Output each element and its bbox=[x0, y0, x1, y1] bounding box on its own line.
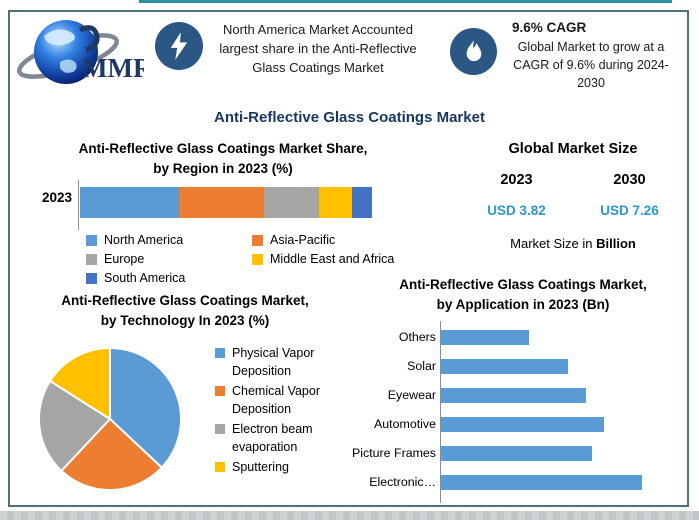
pie-slice-chemical-vapor-deposition bbox=[59, 417, 164, 491]
application-label-solar: Solar bbox=[407, 359, 436, 373]
technology-pie bbox=[38, 346, 182, 491]
application-row-eyewear: Eyewear bbox=[352, 381, 688, 410]
legend-swatch-asia-pacific bbox=[252, 235, 263, 246]
market-size-note: Market Size in Billion bbox=[460, 236, 686, 251]
bottom-shadow-strip bbox=[0, 511, 699, 520]
legend-label-chemical-vapor-deposition: Chemical Vapor Deposition bbox=[232, 384, 321, 416]
legend-item-chemical-vapor-deposition: Chemical Vapor Deposition bbox=[215, 382, 355, 418]
legend-item-north-america: North America bbox=[86, 231, 250, 250]
top-teal-line bbox=[139, 0, 672, 3]
legend-item-south-america: South America bbox=[86, 269, 250, 288]
application-label-others: Others bbox=[398, 330, 436, 344]
pie-slice-physical-vapor-deposition bbox=[109, 346, 182, 470]
technology-chart-title: Anti-Reflective Glass Coatings Market, b… bbox=[18, 291, 352, 330]
legend-swatch-middle-east-and-africa bbox=[252, 254, 263, 265]
region-chart-title: Anti-Reflective Glass Coatings Market Sh… bbox=[28, 139, 418, 178]
legend-swatch-physical-vapor-deposition bbox=[215, 348, 225, 358]
region-chart-category-label: 2023 bbox=[41, 190, 72, 205]
application-chart-title-line1: Anti-Reflective Glass Coatings Market, bbox=[399, 277, 647, 292]
legend-item-europe: Europe bbox=[86, 250, 250, 269]
technology-chart-title-line1: Anti-Reflective Glass Coatings Market, bbox=[61, 293, 309, 308]
application-bar-eyewear bbox=[441, 388, 586, 403]
banner1-text: North America Market Accounted largest s… bbox=[219, 22, 417, 75]
application-chart-title-line2: by Application in 2023 (Bn) bbox=[436, 296, 610, 312]
legend-label-north-america: North America bbox=[104, 233, 184, 247]
application-row-electronic: Electronic… bbox=[352, 468, 688, 497]
legend-item-physical-vapor-deposition: Physical Vapor Deposition bbox=[215, 344, 355, 380]
bar-segment-middle-east-and-africa bbox=[319, 187, 352, 218]
application-row-solar: Solar bbox=[352, 352, 688, 381]
page-title: Anti-Reflective Glass Coatings Market bbox=[214, 109, 485, 126]
mmr-logo: MMR bbox=[16, 12, 153, 92]
legend-swatch-south-america bbox=[86, 273, 97, 284]
bar-segment-north-america bbox=[80, 187, 180, 218]
application-bar-electronic bbox=[441, 475, 642, 490]
market-size-year-2023: 2023 bbox=[500, 172, 533, 188]
region-stacked-bar bbox=[80, 187, 372, 218]
application-bar-others bbox=[441, 330, 529, 345]
legend-label-europe: Europe bbox=[104, 252, 145, 266]
legend-swatch-sputtering bbox=[215, 462, 225, 472]
application-chart-title: Anti-Reflective Glass Coatings Market, b… bbox=[357, 275, 689, 314]
application-row-picture-frames: Picture Frames bbox=[352, 439, 688, 468]
application-chart-axis bbox=[440, 321, 441, 503]
market-size-years: 2023 2030 bbox=[460, 172, 686, 188]
pie-slice-sputtering bbox=[48, 346, 111, 421]
cagr-headline: 9.6% CAGR bbox=[512, 20, 587, 35]
application-row-others: Others bbox=[352, 323, 688, 352]
bar-segment-europe bbox=[263, 187, 320, 218]
lightning-icon bbox=[155, 22, 203, 70]
cagr-text: Global Market to grow at a CAGR of 9.6% … bbox=[513, 40, 669, 90]
application-label-eyewear: Eyewear bbox=[387, 388, 436, 402]
legend-swatch-north-america bbox=[86, 235, 97, 246]
market-size-value-2030: USD 7.26 bbox=[600, 203, 659, 218]
region-chart-axis bbox=[78, 180, 79, 230]
technology-chart-title-line2: by Technology In 2023 (%) bbox=[100, 312, 270, 328]
legend-label-south-america: South America bbox=[104, 271, 186, 285]
region-chart-title-line2: by Region in 2023 (%) bbox=[153, 160, 293, 176]
technology-legend: Physical Vapor Deposition Chemical Vapor … bbox=[215, 344, 355, 478]
legend-swatch-chemical-vapor-deposition bbox=[215, 386, 225, 396]
legend-label-sputtering: Sputtering bbox=[232, 460, 289, 474]
bar-segment-south-america bbox=[351, 187, 372, 218]
market-size-value-2023: USD 3.82 bbox=[487, 203, 546, 218]
region-chart-title-line1: Anti-Reflective Glass Coatings Market Sh… bbox=[78, 141, 368, 156]
region-legend: North America Asia-Pacific Europe Middle Ea… bbox=[86, 231, 394, 288]
bar-segment-asia-pacific bbox=[179, 187, 264, 218]
legend-item-sputtering: Sputtering bbox=[215, 458, 355, 476]
application-bar-solar bbox=[441, 359, 568, 374]
market-size-title: Global Market Size bbox=[508, 141, 638, 157]
application-label-electronic: Electronic… bbox=[369, 475, 436, 489]
application-bar-picture-frames bbox=[441, 446, 592, 461]
legend-label-electron-beam-evaporation: Electron beam evaporation bbox=[232, 422, 313, 454]
logo-swoosh-2 bbox=[78, 25, 100, 53]
logo-text: MMR bbox=[82, 53, 144, 83]
legend-item-asia-pacific: Asia-Pacific bbox=[252, 231, 394, 250]
market-size-year-2030: 2030 bbox=[613, 172, 646, 188]
application-bar-automotive bbox=[441, 417, 604, 432]
legend-swatch-electron-beam-evaporation bbox=[215, 424, 225, 434]
application-row-automotive: Automotive bbox=[352, 410, 688, 439]
pie-slice-electron-beam-evaporation bbox=[38, 379, 112, 473]
legend-item-electron-beam-evaporation: Electron beam evaporation bbox=[215, 420, 355, 456]
legend-label-middle-east-and-africa: Middle East and Africa bbox=[270, 252, 395, 266]
legend-label-asia-pacific: Asia-Pacific bbox=[270, 233, 336, 247]
application-label-automotive: Automotive bbox=[374, 417, 436, 431]
market-size-note-unit: Billion bbox=[596, 236, 636, 251]
market-size-values: USD 3.82 USD 7.26 bbox=[460, 203, 686, 218]
legend-label-physical-vapor-deposition: Physical Vapor Deposition bbox=[232, 346, 315, 378]
application-label-picture-frames: Picture Frames bbox=[352, 446, 436, 460]
globe-logo-icon: MMR bbox=[17, 20, 153, 84]
market-size-note-prefix: Market Size in bbox=[510, 236, 597, 251]
legend-item-middle-east-and-africa: Middle East and Africa bbox=[252, 250, 394, 269]
flame-icon bbox=[450, 28, 497, 75]
legend-swatch-europe bbox=[86, 254, 97, 265]
